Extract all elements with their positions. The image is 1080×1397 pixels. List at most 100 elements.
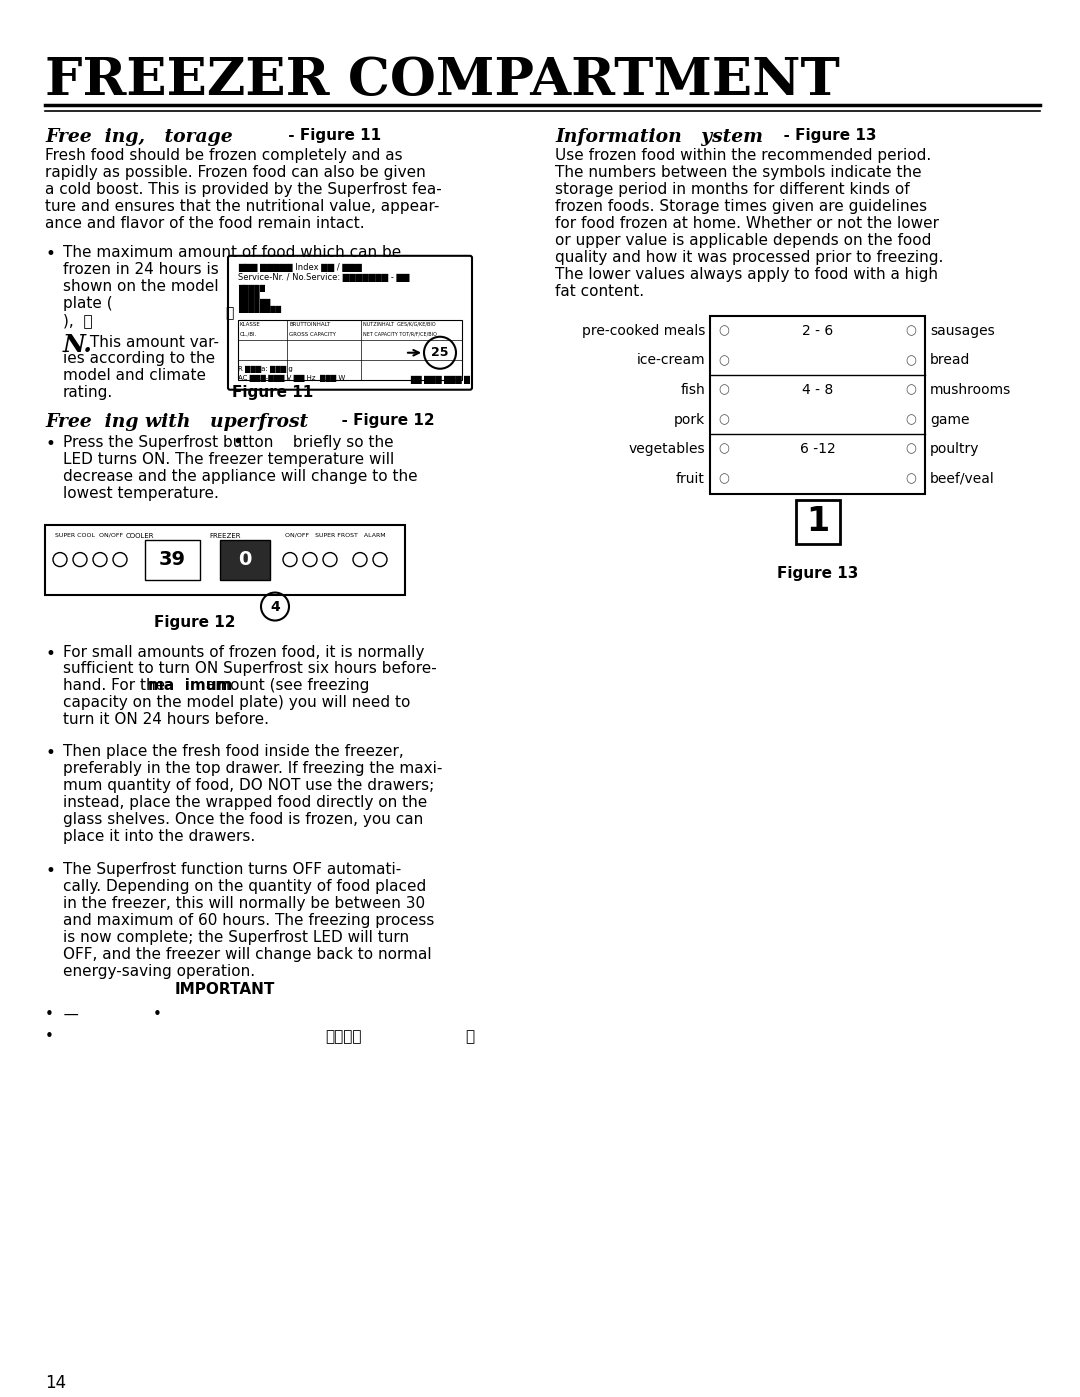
Text: game: game <box>930 412 970 426</box>
Text: preferably in the top drawer. If freezing the maxi-: preferably in the top drawer. If freezin… <box>63 761 443 777</box>
Text: LED turns ON. The freezer temperature will: LED turns ON. The freezer temperature wi… <box>63 451 394 467</box>
Text: COOLER: COOLER <box>125 532 154 539</box>
Text: vegetables: vegetables <box>629 443 705 457</box>
Text: ⓓ: ⓓ <box>465 1030 474 1044</box>
Text: FREEZER: FREEZER <box>210 532 241 539</box>
Text: quality and how it was processed prior to freezing.: quality and how it was processed prior t… <box>555 250 943 265</box>
Text: 1: 1 <box>806 506 829 538</box>
Text: - Figure 12: - Figure 12 <box>330 412 434 427</box>
Text: ⓓ: ⓓ <box>225 306 233 320</box>
Text: ON/OFF   SUPER FROST   ALARM: ON/OFF SUPER FROST ALARM <box>285 532 386 538</box>
Text: mushrooms: mushrooms <box>930 383 1011 397</box>
Text: Information   ystem: Information ystem <box>555 129 762 145</box>
Text: 14: 14 <box>45 1375 66 1391</box>
Text: rating.: rating. <box>63 384 113 400</box>
Text: amount (see freezing: amount (see freezing <box>201 679 369 693</box>
Bar <box>145 539 200 580</box>
Text: ○: ○ <box>905 353 917 367</box>
Text: Fresh food should be frozen completely and as: Fresh food should be frozen completely a… <box>45 148 403 163</box>
Text: FREEZER COMPARTMENT: FREEZER COMPARTMENT <box>45 54 840 106</box>
Text: 4 - 8: 4 - 8 <box>801 383 833 397</box>
Text: ○: ○ <box>718 324 729 337</box>
Text: ○: ○ <box>718 472 729 485</box>
Text: - Figure 11: - Figure 11 <box>283 129 381 142</box>
Text: cally. Depending on the quantity of food placed: cally. Depending on the quantity of food… <box>63 879 427 894</box>
Text: ○: ○ <box>905 414 917 426</box>
Text: ○: ○ <box>905 383 917 397</box>
Text: plate (: plate ( <box>63 296 112 310</box>
Text: NUTZINHALT  GES/K/G/KE/BIO: NUTZINHALT GES/K/G/KE/BIO <box>363 321 436 327</box>
Text: Figure 13: Figure 13 <box>777 566 859 581</box>
Text: in the freezer, this will normally be between 30: in the freezer, this will normally be be… <box>63 897 426 911</box>
Text: ███ █████ Index ██ / ███: ███ █████ Index ██ / ███ <box>238 263 362 272</box>
Text: 25: 25 <box>431 346 449 359</box>
Text: ies according to the: ies according to the <box>63 351 215 366</box>
Text: •: • <box>45 1030 54 1044</box>
Text: GROSS CAPACITY: GROSS CAPACITY <box>289 331 336 337</box>
Text: SUPER COOL  ON/OFF: SUPER COOL ON/OFF <box>55 532 123 538</box>
Text: ma  imum: ma imum <box>148 679 233 693</box>
Text: 39: 39 <box>159 550 186 569</box>
Text: •: • <box>45 434 55 453</box>
Text: pork: pork <box>674 412 705 426</box>
Text: fruit: fruit <box>676 472 705 486</box>
Text: bread: bread <box>930 353 970 367</box>
Text: The lower values always apply to food with a high: The lower values always apply to food wi… <box>555 267 939 282</box>
Text: Free  ing,   torage: Free ing, torage <box>45 129 232 145</box>
Text: KLASSE: KLASSE <box>240 321 260 327</box>
Text: 4: 4 <box>270 599 280 613</box>
Text: turn it ON 24 hours before.: turn it ON 24 hours before. <box>63 712 269 728</box>
Text: •: • <box>45 244 55 263</box>
Text: place it into the drawers.: place it into the drawers. <box>63 830 255 844</box>
Text: Then place the fresh food inside the freezer,: Then place the fresh food inside the fre… <box>63 745 404 760</box>
Text: hand. For the: hand. For the <box>63 679 170 693</box>
Text: NET CAPACITY TOT/R/F/CE/BIO: NET CAPACITY TOT/R/F/CE/BIO <box>363 331 437 337</box>
Text: •: • <box>45 745 55 763</box>
Text: The maximum amount of food which can be: The maximum amount of food which can be <box>63 244 402 260</box>
Text: R ███a: ███ g: R ███a: ███ g <box>238 366 293 373</box>
FancyBboxPatch shape <box>228 256 472 390</box>
Text: energy-saving operation.: energy-saving operation. <box>63 964 255 979</box>
Text: mum quantity of food, DO NOT use the drawers;: mum quantity of food, DO NOT use the dra… <box>63 778 434 793</box>
Text: ○: ○ <box>718 353 729 367</box>
Text: lowest temperature.: lowest temperature. <box>63 486 219 500</box>
Text: rapidly as possible. Frozen food can also be given: rapidly as possible. Frozen food can als… <box>45 165 426 180</box>
Text: N.: N. <box>63 332 93 356</box>
Text: is now complete; the Superfrost LED will turn: is now complete; the Superfrost LED will… <box>63 930 409 946</box>
Text: decrease and the appliance will change to the: decrease and the appliance will change t… <box>63 468 418 483</box>
Text: beef/veal: beef/veal <box>930 472 995 486</box>
Text: model and climate: model and climate <box>63 367 206 383</box>
Text: BRUTTOINHALT: BRUTTOINHALT <box>289 321 330 327</box>
Text: •: • <box>45 644 55 662</box>
Text: IMPORTANT: IMPORTANT <box>175 982 275 997</box>
Text: a cold boost. This is provided by the Superfrost fea-: a cold boost. This is provided by the Su… <box>45 182 442 197</box>
Text: ⓓⓓⓓⓓ: ⓓⓓⓓⓓ <box>325 1030 362 1044</box>
Text: Free  ing with   uperfrost: Free ing with uperfrost <box>45 412 308 430</box>
Text: pre-cooked meals: pre-cooked meals <box>582 324 705 338</box>
Text: For small amounts of frozen food, it is normally: For small amounts of frozen food, it is … <box>63 644 424 659</box>
Text: ○: ○ <box>718 443 729 455</box>
Text: or upper value is applicable depends on the food: or upper value is applicable depends on … <box>555 233 931 247</box>
Bar <box>238 320 462 380</box>
Text: ○: ○ <box>718 414 729 426</box>
Text: Figure 11: Figure 11 <box>232 384 313 400</box>
Text: ████: ████ <box>238 292 259 299</box>
Bar <box>220 539 270 580</box>
Text: and maximum of 60 hours. The freezing process: and maximum of 60 hours. The freezing pr… <box>63 914 434 928</box>
Text: shown on the model: shown on the model <box>63 279 218 293</box>
Text: ture and ensures that the nutritional value, appear-: ture and ensures that the nutritional va… <box>45 198 440 214</box>
Text: Press the Superfrost button    briefly so the: Press the Superfrost button briefly so t… <box>63 434 393 450</box>
Text: - Figure 13: - Figure 13 <box>773 129 877 142</box>
Text: 2 - 6: 2 - 6 <box>801 324 833 338</box>
Text: fish: fish <box>680 383 705 397</box>
Bar <box>710 316 924 493</box>
Text: ████████: ████████ <box>238 306 281 313</box>
Text: sausages: sausages <box>930 324 995 338</box>
Text: •: • <box>153 1007 162 1023</box>
Text: 0: 0 <box>239 550 252 569</box>
Text: The Superfrost function turns OFF automati-: The Superfrost function turns OFF automa… <box>63 862 402 877</box>
Text: fat content.: fat content. <box>555 284 644 299</box>
Text: CL./BI.: CL./BI. <box>240 331 257 337</box>
Text: ),  ⓓ: ), ⓓ <box>63 313 93 328</box>
Text: ██ ███ ███ █: ██ ███ ███ █ <box>410 374 470 384</box>
